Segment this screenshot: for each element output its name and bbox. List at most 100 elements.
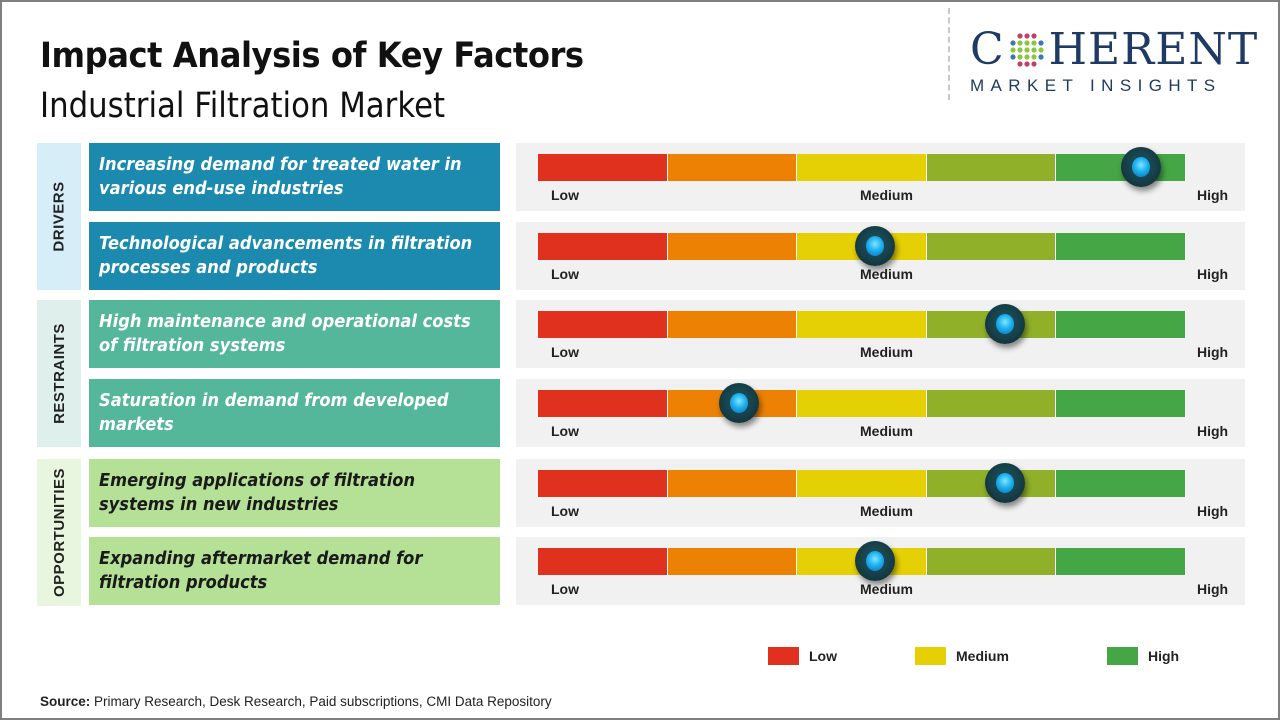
globe-dot (1038, 47, 1044, 53)
legend-item-low: Low (768, 647, 837, 665)
factor-text: Increasing demand for treated water in v… (99, 155, 462, 199)
globe-dot (1031, 33, 1037, 39)
category-label: RESTRAINTS (50, 323, 68, 424)
scale-label-high: High (1197, 266, 1229, 282)
category-label: DRIVERS (50, 181, 68, 252)
factor-label: Expanding aftermarket demand for filtrat… (89, 537, 500, 605)
gauge-segment-4 (926, 390, 1057, 417)
globe-dot (1038, 54, 1044, 60)
globe-dot (1024, 33, 1030, 39)
globe-dot (1024, 54, 1030, 60)
factor-text: High maintenance and operational costs o… (99, 312, 471, 356)
legend-item-high: High (1107, 647, 1179, 665)
factor-label: Saturation in demand from developed mark… (89, 379, 500, 447)
globe-dot (1038, 40, 1044, 46)
globe-dot (1031, 40, 1037, 46)
globe-dot (1031, 54, 1037, 60)
gauge-segment-5 (1056, 390, 1186, 417)
page-subtitle: Industrial Filtration Market (40, 86, 446, 126)
legend-swatch-high (1107, 647, 1138, 665)
scale-label-high: High (1197, 503, 1229, 519)
source-note: Source: Primary Research, Desk Research,… (40, 694, 552, 709)
scale-label-low: Low (551, 423, 579, 439)
globe-dot (1024, 61, 1030, 67)
factor-label: Increasing demand for treated water in v… (89, 143, 500, 211)
gauge-segment-1 (538, 311, 668, 338)
logo-letters-herent: HERENT (1048, 24, 1259, 75)
impact-marker-knob (854, 541, 895, 581)
globe-dot (1017, 33, 1023, 39)
page-title: Impact Analysis of Key Factors (40, 36, 584, 76)
globe-icon (1010, 33, 1044, 67)
scale-label-high: High (1197, 581, 1229, 597)
impact-marker-knob (984, 463, 1025, 503)
globe-dot (1024, 47, 1030, 53)
globe-dot (1017, 40, 1023, 46)
globe-dot (1017, 47, 1023, 53)
globe-dot (1010, 54, 1016, 60)
gauge-segment-5 (1056, 311, 1186, 338)
impact-gauge: Low Medium High (516, 222, 1245, 290)
gauge-segment-5 (1056, 233, 1186, 260)
gauge-segment-3 (797, 311, 927, 338)
gauge-segment-2 (667, 470, 798, 497)
globe-dot (1024, 40, 1030, 46)
scale-label-medium: Medium (860, 503, 913, 519)
gauge-segment-5 (1056, 470, 1186, 497)
impact-marker-knob (984, 304, 1025, 344)
logo-divider (948, 8, 950, 100)
gauge-segment-4 (926, 233, 1057, 260)
logo-wordmark: C HERENT (970, 28, 1265, 72)
legend-swatch-medium (915, 647, 946, 665)
scale-label-low: Low (551, 344, 579, 360)
impact-gauge: Low Medium High (516, 143, 1245, 211)
source-label: Source: (40, 694, 91, 709)
globe-dot (1010, 47, 1016, 53)
impact-marker-knob (1120, 147, 1161, 187)
scale-label-low: Low (551, 581, 579, 597)
factor-label: Emerging applications of filtration syst… (89, 459, 500, 527)
gauge-segment-5 (1056, 548, 1186, 575)
scale-label-medium: Medium (860, 187, 913, 203)
scale-label-low: Low (551, 503, 579, 519)
gauge-segment-4 (926, 154, 1057, 181)
legend-label-low: Low (809, 648, 837, 664)
legend-swatch-low (768, 647, 799, 665)
factor-text: Technological advancements in filtration… (99, 234, 473, 278)
globe-dot (1031, 61, 1037, 67)
factor-text: Expanding aftermarket demand for filtrat… (99, 549, 423, 593)
globe-dot (1031, 47, 1037, 53)
company-logo: C HERENT MARKET INSIGHTS (970, 28, 1265, 96)
factor-text: Emerging applications of filtration syst… (99, 471, 416, 515)
impact-gauge: Low Medium High (516, 379, 1245, 447)
legend-label-medium: Medium (956, 648, 1009, 664)
source-text: Primary Research, Desk Research, Paid su… (90, 694, 552, 709)
category-label: OPPORTUNITIES (50, 467, 68, 598)
legend-item-medium: Medium (915, 647, 1009, 665)
globe-dot (1010, 40, 1016, 46)
logo-tagline: MARKET INSIGHTS (970, 76, 1222, 95)
impact-gauge: Low Medium High (516, 537, 1245, 605)
impact-marker-knob (854, 226, 895, 266)
category-opportunities: OPPORTUNITIES (37, 459, 81, 606)
scale-label-low: Low (551, 266, 579, 282)
gauge-segment-1 (538, 470, 668, 497)
scale-label-low: Low (551, 187, 579, 203)
factor-label: Technological advancements in filtration… (89, 222, 500, 290)
factor-text: Saturation in demand from developed mark… (99, 391, 449, 435)
scale-label-high: High (1197, 423, 1229, 439)
scale-label-medium: Medium (860, 266, 913, 282)
category-restraints: RESTRAINTS (37, 300, 81, 447)
scale-label-medium: Medium (860, 581, 913, 597)
category-drivers: DRIVERS (37, 143, 81, 290)
globe-dot (1017, 61, 1023, 67)
gauge-segment-4 (926, 548, 1057, 575)
gauge-segment-3 (797, 390, 927, 417)
gauge-segment-1 (538, 548, 668, 575)
logo-letter-c: C (970, 24, 1005, 75)
legend-label-high: High (1148, 648, 1180, 664)
scale-label-medium: Medium (860, 344, 913, 360)
scale-label-high: High (1197, 344, 1229, 360)
scale-label-medium: Medium (860, 423, 913, 439)
